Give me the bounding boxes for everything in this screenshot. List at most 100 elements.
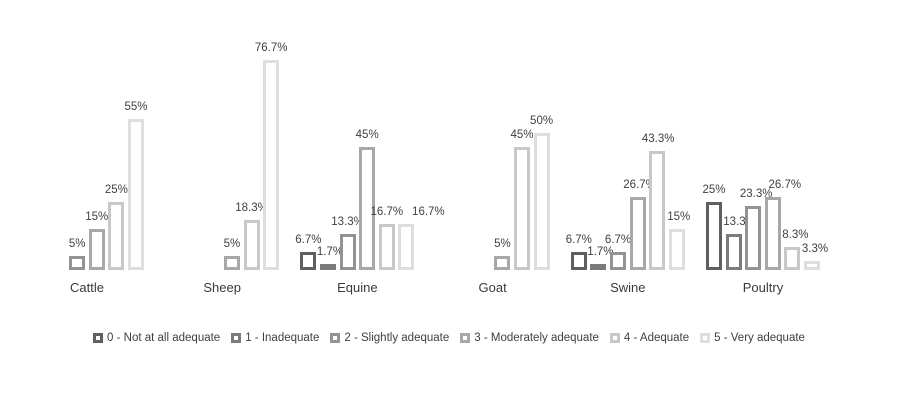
bar-slot: 43.3% <box>642 0 674 270</box>
bar-value-label: 23.3% <box>739 188 773 201</box>
category-label: Goat <box>478 280 507 295</box>
legend-item: 1 - Inadequate <box>231 332 319 344</box>
bar <box>127 119 144 270</box>
category-label: Poultry <box>742 280 784 295</box>
legend-label: 2 - Slightly adequate <box>344 332 450 344</box>
bar-slot <box>50 0 66 270</box>
bar-value-label: 6.7% <box>295 233 322 246</box>
bar-slot: 45% <box>356 0 379 270</box>
bar-value-label: 55% <box>124 101 148 114</box>
bar <box>243 219 260 270</box>
bar-value-label: 45% <box>510 128 534 141</box>
bar-slot <box>30 0 46 270</box>
legend-item: 0 - Not at all adequate <box>93 332 220 344</box>
legend-swatch-icon <box>93 333 104 343</box>
bar <box>609 251 626 270</box>
bar-slot: 13.3% <box>723 0 756 270</box>
bar <box>533 133 550 270</box>
bar-slot: 23.3% <box>740 0 772 270</box>
bar <box>319 264 336 270</box>
bar-slot: 15% <box>85 0 108 270</box>
category-label: Cattle <box>70 280 104 295</box>
legend-swatch-icon <box>330 333 341 343</box>
bar <box>398 224 415 270</box>
bar-slot: 45% <box>510 0 533 270</box>
category-label: Equine <box>337 280 378 295</box>
bar-slot <box>185 0 201 270</box>
bar-value-label: 6.7% <box>604 233 632 246</box>
bar-slot: 5% <box>69 0 86 270</box>
bar <box>69 256 86 270</box>
bar <box>108 201 125 270</box>
bar-slot <box>455 0 471 270</box>
bar-value-label: 43.3% <box>641 133 675 146</box>
bar-slot: 16.7% <box>398 0 445 270</box>
bar-value-label: 1.7% <box>587 246 614 258</box>
bar-slot: 5% <box>494 0 511 270</box>
bar-slot: 6.7% <box>295 0 322 270</box>
bar <box>803 260 820 270</box>
bar <box>784 247 801 270</box>
bar <box>668 228 685 270</box>
bar-slot <box>204 0 220 270</box>
legend-swatch-icon <box>609 333 620 343</box>
legend-item: 5 - Very adequate <box>700 332 805 344</box>
bar-value-label: 6.7% <box>565 233 592 246</box>
bar-slot: 55% <box>124 0 147 270</box>
bar-value-label: 15% <box>667 210 691 223</box>
bar-slot: 76.7% <box>255 0 287 270</box>
bar <box>649 151 666 270</box>
bar-slot: 16.7% <box>370 0 403 270</box>
bar-slot: 13.3% <box>331 0 364 270</box>
bar-slot: 5% <box>224 0 240 270</box>
plot-area: 5% 15% 25% 55% Cattle 5% 18.3% 76.7% Sheep 6.7% 1.… <box>30 0 828 295</box>
bar-value-label: 5% <box>223 238 241 251</box>
bar-value-label: 16.7% <box>370 206 404 219</box>
category-label: Swine <box>610 280 646 295</box>
bar-value-label: 18.3% <box>235 201 268 214</box>
bar-value-label: 26.7% <box>623 178 656 191</box>
bar <box>223 256 240 270</box>
bar <box>706 201 722 270</box>
bar-value-label: 26.7% <box>768 178 802 191</box>
bar-value-label: 50% <box>530 115 554 127</box>
bar <box>764 196 781 270</box>
category-group-poultry: 25% 13.3% 23.3% 26.7% 8.3% 3.3% Poultry <box>702 0 828 295</box>
category-group-goat: 5% 45% 50% Goat <box>436 0 554 295</box>
legend: 0 - Not at all adequate 1 - Inadequate 2 -… <box>0 332 898 344</box>
bar <box>359 146 376 270</box>
bar-value-label: 3.3% <box>801 242 829 255</box>
category-group-cattle: 5% 15% 25% 55% Cattle <box>30 0 148 295</box>
bar-slot: 50% <box>530 0 553 270</box>
category-label: Sheep <box>203 280 241 295</box>
bar-value-label: 13.3% <box>331 215 364 228</box>
bar-slot: 8.3% <box>782 0 808 270</box>
legend-label: 3 - Moderately adequate <box>474 332 599 344</box>
bar <box>88 228 105 270</box>
bar-slot: 6.7% <box>605 0 631 270</box>
bar <box>378 224 395 270</box>
legend-label: 5 - Very adequate <box>714 332 805 344</box>
bar-value-label: 16.7% <box>412 206 445 219</box>
category-group-sheep: 5% 18.3% 76.7% Sheep <box>165 0 287 295</box>
bar-value-label: 15% <box>85 210 109 223</box>
bar-value-label: 45% <box>355 128 379 141</box>
legend-item: 4 - Adequate <box>609 332 690 344</box>
bar <box>494 256 511 270</box>
bar <box>339 233 356 270</box>
bar <box>263 59 280 270</box>
bar-slot: 15% <box>667 0 690 270</box>
legend-item: 2 - Slightly adequate <box>330 332 449 344</box>
bar <box>590 264 607 270</box>
legend-label: 4 - Adequate <box>623 332 690 344</box>
bar <box>629 196 646 270</box>
bar <box>570 251 587 270</box>
bar <box>745 206 762 270</box>
bar-value-label: 25% <box>702 183 726 196</box>
legend-label: 1 - Inadequate <box>245 332 320 344</box>
legend-swatch-icon <box>700 333 711 343</box>
bar <box>513 146 530 270</box>
bar-value-label: 25% <box>104 183 128 196</box>
legend-label: 0 - Not at all adequate <box>107 332 221 344</box>
